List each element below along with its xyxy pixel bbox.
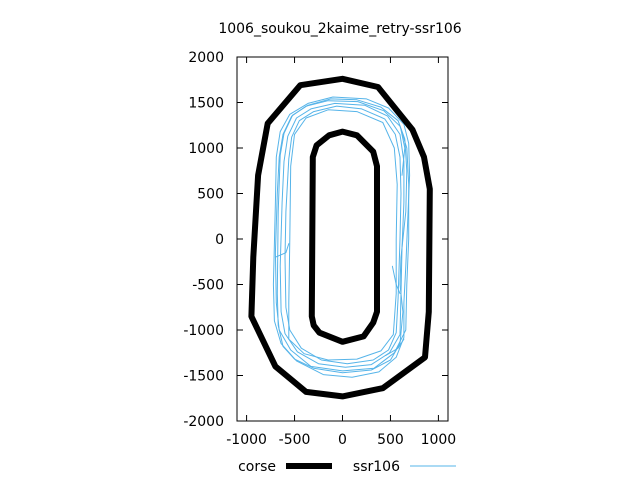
ssr106-series-line <box>274 100 410 372</box>
y-tick-label: -2000 <box>183 414 224 430</box>
ssr106-series-line <box>284 105 402 365</box>
corse-series-line <box>308 128 380 345</box>
y-tick-label: -500 <box>192 278 224 294</box>
series-layer <box>248 75 433 400</box>
x-tick-label: 0 <box>338 432 347 448</box>
x-tick-label: -1000 <box>226 432 267 448</box>
chart-title: 1006_soukou_2kaime_retry-ssr106 <box>218 21 461 37</box>
ssr106-series-line <box>279 102 405 368</box>
axes-layer: -2000 -1500 -1000 -500 0 500 1000 1500 2000 -1000… <box>183 50 456 448</box>
ssr106-series-line <box>400 129 406 176</box>
y-tick-label: 0 <box>215 232 224 248</box>
x-tick-label: -500 <box>279 432 311 448</box>
y-tick-label: 500 <box>197 187 224 203</box>
legend: corse ssr106 <box>238 459 456 475</box>
y-tick-label: 2000 <box>188 50 224 66</box>
y-tick-label: 1500 <box>188 96 224 112</box>
x-tick-label: 500 <box>377 432 404 448</box>
ssr106-series-line <box>385 338 405 356</box>
x-tick-label: 1000 <box>421 432 457 448</box>
ssr106-series-line <box>391 265 401 295</box>
y-tick-label: -1500 <box>183 369 224 385</box>
legend-label-ssr106: ssr106 <box>353 459 400 475</box>
ssr106-series-line <box>272 96 411 378</box>
y-tick-label: 1000 <box>188 141 224 157</box>
y-tick-label: -1000 <box>183 323 224 339</box>
legend-label-corse: corse <box>238 459 276 475</box>
ssr106-series-line <box>288 109 398 361</box>
ssr106-series-line <box>274 243 290 258</box>
ssr106-series-line <box>276 98 408 374</box>
corse-series-line <box>248 75 433 400</box>
